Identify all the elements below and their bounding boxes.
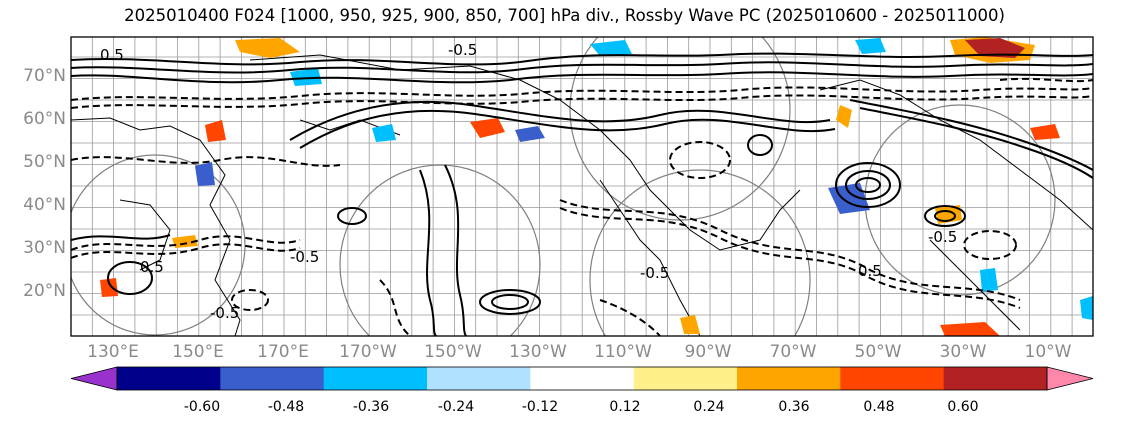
graticule-grid bbox=[71, 37, 1093, 336]
shade-negative bbox=[980, 268, 998, 292]
lon-label-90w: 90°W bbox=[684, 342, 732, 362]
shade-positive bbox=[100, 278, 118, 297]
lon-label-130e: 130°E bbox=[87, 342, 139, 362]
contour-label: 0.5 bbox=[100, 46, 124, 64]
contour-labels: -0.5 0.5 -0.5 -0.5 0.5 -0.5 0.5 -0.5 bbox=[100, 41, 957, 322]
colorbar-tick-label: 0.24 bbox=[693, 399, 725, 415]
colorbar-extend-max bbox=[1046, 366, 1094, 391]
colorbar-segment bbox=[840, 367, 945, 390]
shade-negative bbox=[855, 38, 886, 54]
lat-label-60n: 60°N bbox=[23, 109, 66, 129]
lon-label-30w: 30°W bbox=[939, 342, 987, 362]
lon-label-110w: 110°W bbox=[594, 342, 652, 362]
colorbar-segment bbox=[220, 367, 325, 390]
colorbar-segment bbox=[633, 367, 738, 390]
colorbar-segment bbox=[737, 367, 841, 390]
colorbar-tick-label: -0.48 bbox=[267, 399, 305, 415]
colorbar-segment bbox=[943, 367, 1048, 390]
colorbar-tick-label: 0.60 bbox=[947, 399, 979, 415]
shade-positive bbox=[935, 205, 962, 224]
shade-positive bbox=[205, 120, 226, 142]
lon-label-150w: 150°W bbox=[424, 342, 482, 362]
colorbar-tick-label: -0.12 bbox=[521, 399, 559, 415]
shade-positive bbox=[470, 118, 505, 138]
colorbar-tick-label: 0.36 bbox=[778, 399, 810, 415]
lat-label-70n: 70°N bbox=[23, 66, 66, 86]
shade-positive bbox=[235, 38, 300, 58]
shade-negative bbox=[195, 162, 215, 186]
lat-label-30n: 30°N bbox=[23, 238, 66, 258]
lon-label-170w: 170°W bbox=[339, 342, 397, 362]
shade-negative bbox=[1080, 296, 1093, 320]
colorbar-tick-label: -0.36 bbox=[352, 399, 390, 415]
shade-positive bbox=[680, 315, 700, 334]
shade-negative bbox=[372, 124, 396, 142]
divergence-shading bbox=[100, 37, 1093, 336]
lon-label-130w: 130°W bbox=[509, 342, 567, 362]
colorbar-tick-label: -0.24 bbox=[437, 399, 475, 415]
shade-positive bbox=[940, 322, 1000, 336]
shade-negative bbox=[515, 126, 545, 142]
colorbar-segment bbox=[530, 367, 635, 390]
contour-label: 0.5 bbox=[140, 258, 164, 276]
colorbar-extend-min bbox=[70, 366, 118, 391]
shade-positive bbox=[1030, 124, 1060, 140]
shade-negative bbox=[590, 40, 632, 56]
colorbar-tick-label: -0.60 bbox=[183, 399, 221, 415]
colorbar-segment bbox=[427, 367, 531, 390]
colorbar-tick-label: 0.12 bbox=[609, 399, 641, 415]
shade-positive bbox=[172, 235, 198, 248]
lon-label-170e: 170°E bbox=[257, 342, 309, 362]
coastlines bbox=[71, 54, 1093, 336]
shade-positive bbox=[836, 105, 852, 128]
contour-label: -0.5 bbox=[640, 264, 669, 282]
lat-label-20n: 20°N bbox=[23, 281, 66, 301]
lon-label-70w: 70°W bbox=[769, 342, 817, 362]
lon-label-150e: 150°E bbox=[172, 342, 224, 362]
lon-label-50w: 50°W bbox=[854, 342, 902, 362]
contours-solid bbox=[71, 52, 1093, 336]
colorbar bbox=[70, 366, 1094, 391]
colorbar-segment bbox=[117, 367, 221, 390]
contour-label: -0.5 bbox=[210, 304, 239, 322]
contour-label: -0.5 bbox=[928, 228, 957, 246]
contour-label: -0.5 bbox=[448, 41, 477, 59]
shade-negative bbox=[290, 68, 322, 86]
contour-label: 0.5 bbox=[858, 262, 882, 280]
colorbar-segment bbox=[323, 367, 428, 390]
contour-label: -0.5 bbox=[290, 248, 319, 266]
lat-label-40n: 40°N bbox=[23, 195, 66, 215]
map-title: 2025010400 F024 [1000, 950, 925, 900, 85… bbox=[124, 6, 1005, 25]
shade-positive-strong bbox=[965, 38, 1025, 58]
colorbar-tick-label: 0.48 bbox=[863, 399, 895, 415]
contours-dashed bbox=[71, 77, 1093, 336]
colorbar-frame bbox=[116, 366, 1048, 391]
lat-label-50n: 50°N bbox=[23, 152, 66, 172]
map-frame bbox=[70, 36, 1094, 337]
lon-label-10w: 10°W bbox=[1024, 342, 1072, 362]
